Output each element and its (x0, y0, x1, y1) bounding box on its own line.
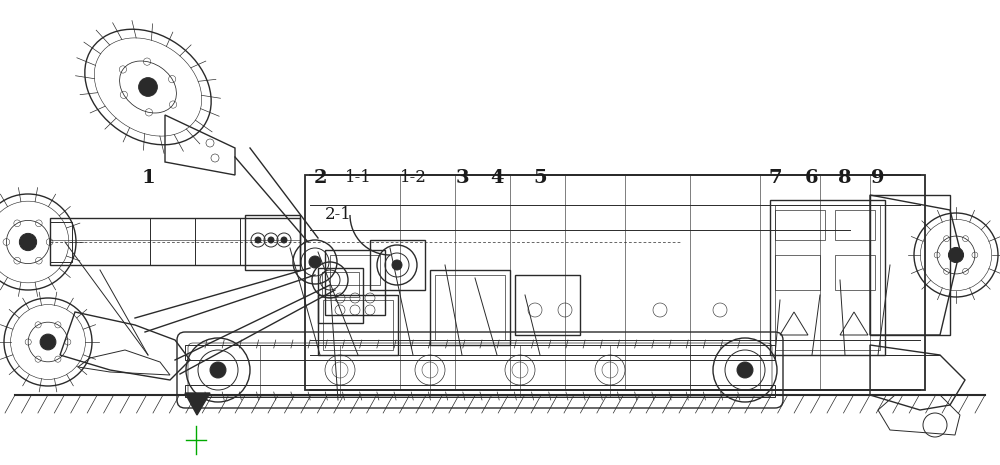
Bar (322, 272, 359, 297)
Text: 1-1: 1-1 (345, 169, 371, 186)
Bar (185, 385, 775, 397)
Circle shape (309, 256, 321, 268)
Circle shape (392, 260, 402, 270)
Bar (835, 210, 875, 240)
Bar (835, 255, 875, 290)
Text: 2-1: 2-1 (325, 206, 351, 223)
Circle shape (281, 237, 287, 243)
Text: 1-2: 1-2 (400, 169, 426, 186)
Text: 6: 6 (805, 169, 819, 186)
Circle shape (268, 237, 274, 243)
Bar (50, 218, 300, 265)
Bar (185, 345, 775, 360)
Text: 7: 7 (768, 169, 782, 186)
Bar (325, 250, 385, 315)
Bar (435, 275, 505, 340)
Circle shape (40, 334, 56, 350)
Bar (318, 295, 398, 355)
Text: 1: 1 (141, 169, 155, 186)
Circle shape (948, 247, 964, 263)
Bar (50, 222, 72, 262)
Circle shape (210, 362, 226, 378)
Bar (245, 215, 300, 270)
Text: 9: 9 (871, 169, 885, 186)
Text: 5: 5 (533, 169, 547, 186)
Text: 8: 8 (838, 169, 852, 186)
Bar (770, 200, 885, 355)
Bar (370, 240, 425, 290)
Circle shape (19, 233, 37, 251)
Polygon shape (185, 393, 210, 415)
Bar (870, 195, 950, 335)
Bar (305, 175, 925, 390)
Text: 3: 3 (455, 169, 469, 186)
Bar (515, 275, 580, 335)
Bar (330, 255, 380, 285)
Bar (775, 205, 880, 350)
Bar (430, 270, 510, 345)
Circle shape (139, 78, 157, 96)
Bar (775, 255, 820, 290)
Bar (323, 300, 393, 350)
Bar (318, 268, 363, 323)
Text: 2: 2 (313, 169, 327, 186)
Bar (775, 210, 825, 240)
Text: 4: 4 (490, 169, 504, 186)
Circle shape (255, 237, 261, 243)
Circle shape (737, 362, 753, 378)
